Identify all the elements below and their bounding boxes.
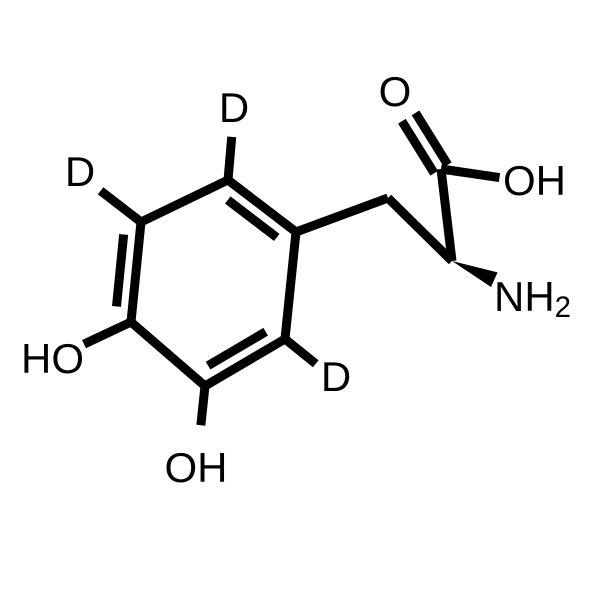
atom-label: D bbox=[65, 148, 95, 195]
atom-label: OH bbox=[165, 444, 228, 491]
atom-label: HO bbox=[21, 335, 84, 382]
atom-label: D bbox=[321, 353, 351, 400]
atom-label: OH bbox=[503, 157, 566, 204]
atom-label: O bbox=[379, 68, 412, 115]
atom-label: NH2 bbox=[494, 273, 571, 324]
molecule-diagram: D D D O OH NH2 HO OH bbox=[0, 0, 600, 600]
atom-label: D bbox=[219, 84, 249, 131]
